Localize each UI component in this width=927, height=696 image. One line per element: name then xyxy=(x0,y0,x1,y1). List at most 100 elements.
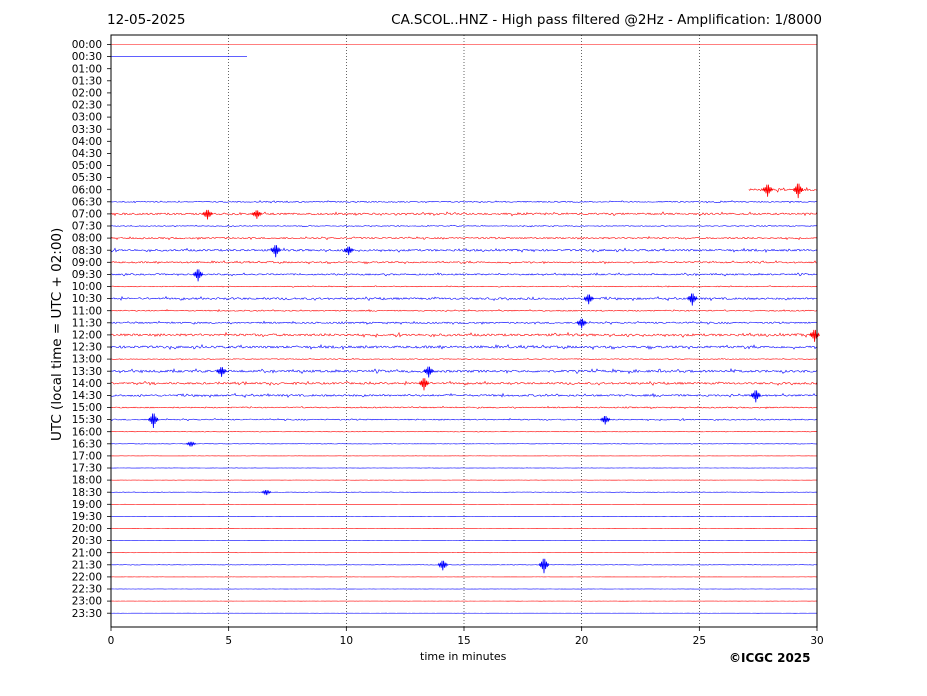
y-tick-label: 21:00 xyxy=(72,547,102,559)
y-tick-label: 02:30 xyxy=(72,100,102,112)
y-tick-label: 10:00 xyxy=(72,281,102,293)
trace-line xyxy=(110,357,818,361)
y-axis-label: UTC (local time = UTC + 02:00) xyxy=(49,227,65,441)
y-tick-label: 12:30 xyxy=(72,342,102,354)
x-tick-label: 25 xyxy=(693,635,706,647)
trace-line xyxy=(110,343,818,351)
event-spike xyxy=(793,183,804,199)
x-tick-label: 15 xyxy=(457,635,470,647)
trace-line xyxy=(110,200,818,204)
y-tick-label: 18:30 xyxy=(72,487,102,499)
x-tick-label: 5 xyxy=(225,635,232,647)
y-tick-label: 14:00 xyxy=(72,378,102,390)
y-tick-label: 03:00 xyxy=(72,112,102,124)
event-spike xyxy=(687,293,698,306)
trace-line xyxy=(110,430,818,433)
y-tick-label: 06:00 xyxy=(72,184,102,196)
y-tick-label: 16:30 xyxy=(72,438,102,450)
trace-line xyxy=(110,260,818,265)
y-tick-label: 13:00 xyxy=(72,354,102,366)
event-spike xyxy=(576,318,587,329)
trace-line xyxy=(110,295,818,302)
event-spike xyxy=(583,294,594,305)
trace-line xyxy=(110,367,818,375)
trace-line xyxy=(110,443,818,445)
y-tick-label: 11:30 xyxy=(72,317,102,329)
y-tick-label: 00:30 xyxy=(72,51,102,63)
event-spike xyxy=(251,210,263,219)
event-spike xyxy=(750,390,761,403)
y-tick-label: 11:00 xyxy=(72,305,102,317)
trace-line xyxy=(110,224,818,228)
trace-line xyxy=(110,309,818,313)
event-spike xyxy=(538,558,550,574)
event-spike xyxy=(270,245,281,258)
y-tick-label: 01:00 xyxy=(72,63,102,75)
trace-line xyxy=(110,405,818,410)
event-spike xyxy=(192,269,204,282)
y-tick-label: 19:00 xyxy=(72,499,102,511)
event-spike xyxy=(148,413,159,429)
event-spike xyxy=(809,329,820,342)
trace-line xyxy=(110,235,818,241)
event-spike xyxy=(261,490,272,496)
y-tick-label: 20:00 xyxy=(72,523,102,535)
trace-line xyxy=(110,247,818,253)
trace-line xyxy=(110,392,818,398)
y-tick-label: 06:30 xyxy=(72,196,102,208)
y-tick-label: 14:30 xyxy=(72,390,102,402)
x-tick-label: 20 xyxy=(575,635,588,647)
event-spike xyxy=(437,560,448,571)
x-tick-label: 10 xyxy=(340,635,353,647)
trace-line xyxy=(110,564,818,566)
trace-line xyxy=(110,417,818,422)
x-tick-label: 30 xyxy=(810,635,823,647)
event-spike xyxy=(418,378,430,391)
event-spike xyxy=(216,367,227,377)
y-tick-label: 01:30 xyxy=(72,75,102,87)
date-label: 12-05-2025 xyxy=(107,12,186,28)
y-tick-label: 20:30 xyxy=(72,535,102,547)
y-tick-label: 03:30 xyxy=(72,124,102,136)
trace-line xyxy=(110,331,818,338)
y-tick-label: 00:00 xyxy=(72,39,102,51)
copyright-text: ©ICGC 2025 xyxy=(729,651,811,665)
y-tick-label: 21:30 xyxy=(72,559,102,571)
y-tick-label: 22:30 xyxy=(72,584,102,596)
y-tick-label: 17:00 xyxy=(72,451,102,463)
y-tick-label: 04:30 xyxy=(72,148,102,160)
event-spike xyxy=(202,209,213,220)
plot-frame xyxy=(110,34,818,628)
y-tick-label: 09:00 xyxy=(72,257,102,269)
event-spike xyxy=(185,441,197,447)
y-tick-label: 07:00 xyxy=(72,209,102,221)
y-tick-label: 17:30 xyxy=(72,463,102,475)
y-tick-label: 23:00 xyxy=(72,596,102,608)
y-tick-label: 22:00 xyxy=(72,572,102,584)
trace-line xyxy=(110,320,818,325)
trace-line xyxy=(110,211,818,217)
event-spike xyxy=(600,416,611,425)
event-spike xyxy=(343,246,354,256)
trace-line xyxy=(110,491,818,493)
y-tick-label: 15:00 xyxy=(72,402,102,414)
y-tick-label: 13:30 xyxy=(72,366,102,378)
event-spike xyxy=(762,184,773,197)
y-tick-label: 15:30 xyxy=(72,414,102,426)
trace-line xyxy=(110,285,818,288)
y-tick-label: 04:00 xyxy=(72,136,102,148)
trace-line xyxy=(111,272,818,277)
y-tick-label: 10:30 xyxy=(72,293,102,305)
y-tick-label: 07:30 xyxy=(72,221,102,233)
y-tick-label: 18:00 xyxy=(72,475,102,487)
trace-line xyxy=(110,380,818,386)
y-tick-label: 08:00 xyxy=(72,233,102,245)
y-tick-label: 08:30 xyxy=(72,245,102,257)
x-axis-label: time in minutes xyxy=(420,650,507,663)
y-tick-label: 05:30 xyxy=(72,172,102,184)
y-tick-label: 05:00 xyxy=(72,160,102,172)
y-tick-label: 09:30 xyxy=(72,269,102,281)
y-tick-label: 23:30 xyxy=(72,608,102,620)
x-tick-label: 0 xyxy=(108,635,115,647)
